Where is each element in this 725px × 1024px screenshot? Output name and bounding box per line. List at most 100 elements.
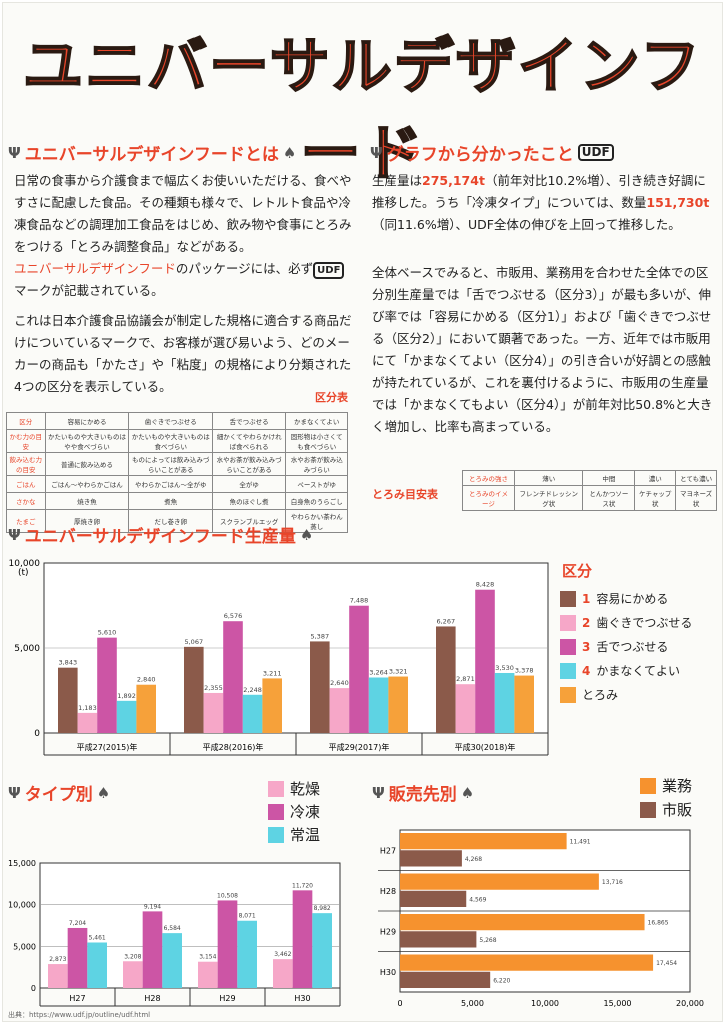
data-label: 3,211 [263,669,282,677]
chart-heading: ユニバーサルデザインフード生産量 [24,527,296,547]
data-label: 2,873 [49,956,66,963]
section-udf-title: Ψ ユニバーサルデザインフードとは ♠ [8,140,296,166]
legend-label: 常温 [290,826,321,844]
bar [198,961,218,988]
type-chart-title: Ψ タイプ別 ♠ [8,780,111,806]
data-label: 2,871 [456,675,475,683]
kubun-table: 区分 容易にかめる 歯ぐきでつぶせる 舌でつぶせる かまなくてよい かむ力の目安 かたいもの… [6,412,348,533]
x-tick-label: 0 [397,999,402,1008]
kubun-note: 区分表 [315,391,348,404]
data-label: 8,982 [314,905,331,912]
table-cell: ごはん〜やわらかごはん [44,475,130,493]
table-cell: 固形物は小さくても食べづらい [285,429,348,453]
bar [349,605,369,733]
legend-swatch [560,638,576,655]
bar [48,964,68,988]
data-label: 13,716 [602,879,623,886]
legend-label: 乾燥 [290,780,321,798]
bar [310,641,330,733]
y-tick-label: H30 [380,968,396,977]
table-row: かむ力の目安 かたいものや大きいものはやや食べづらい かたいものや大きいものは食べづ… [6,429,348,453]
data-label: 2,840 [137,676,156,684]
data-label: 8,071 [239,913,256,920]
y-tick-label: 5,000 [13,942,36,951]
bar [329,688,350,733]
data-label: 5,610 [98,629,117,637]
table-cell: ペーストがゆ [285,475,348,493]
legend-label: 冷凍 [290,803,321,821]
legend-swatch [560,662,576,679]
legend-swatch [640,777,656,794]
y-tick-label: 0 [34,729,40,739]
legend-swatch [560,686,576,703]
data-label: 3,321 [389,668,408,676]
table-cell: 中間 [582,470,636,486]
legend-item: 1 容易にかめる [560,590,668,607]
table-row: 飲み込む力の目安 普通に飲み込める ものによっては飲み込みづらいことがある 水やお茶が… [6,452,348,476]
text-part: 生産量は [372,173,423,188]
section-heading: グラフから分かったこと [386,145,574,165]
bar [400,931,477,948]
bar [400,971,491,988]
data-label: 3,378 [515,667,534,675]
table-cell: ごはん [6,475,46,493]
x-tick-label: 20,000 [676,999,704,1008]
text-part: （同11.6%増）、UDF全体の伸びを上回って推移した。 [372,217,681,232]
x-tick-label: 平成28(2016)年 [203,742,264,752]
section-findings-title: Ψ グラフから分かったこと UDF [370,140,614,165]
table-row: さかな 焼き魚 煮魚 魚のほぐし煮 白身魚のうらごし [6,492,348,510]
data-label: 7,488 [350,597,369,605]
bar [87,942,107,988]
data-label: 9,194 [144,903,161,910]
bar [184,646,204,733]
x-tick-label: 平成27(2015)年 [77,742,138,752]
spoon-icon: ♠ [299,525,314,544]
bar [273,959,293,988]
table-cell: 濃い [634,470,677,486]
table-cell: 区分 [6,412,46,430]
table-cell: たまご [6,509,46,533]
data-label: 1,892 [117,692,136,700]
bar [514,675,534,733]
legend-number: 1 [582,591,591,606]
bar [223,621,243,733]
y-tick-label: H29 [380,927,396,936]
bar [400,890,467,907]
table-cell: とろみの強さ [462,470,515,486]
legend-label: とろみ [582,688,619,702]
data-label: 11,720 [292,882,313,889]
data-label: 11,491 [570,839,591,846]
legend-label: 舌でつぶせる [596,640,669,654]
legend-swatch [268,803,284,820]
y-tick-label: 15,000 [8,859,36,868]
bar [400,914,645,931]
bar [237,920,257,988]
section-heading: ユニバーサルデザインフードとは [24,145,279,165]
udf-standard-text: これは日本介護食品協議会が制定した規格に適合する商品だけについているマークで、お… [14,313,352,394]
bar [475,589,495,733]
x-tick-label: 5,000 [461,999,484,1008]
data-label: 2,640 [330,679,349,687]
legend-swatch [560,590,576,607]
legend-item: 市販 [640,799,692,820]
y-tick-label: 0 [31,984,36,993]
legend-item: 4 かまなくてよい [560,662,680,679]
bar [368,677,389,733]
data-label: 3,264 [369,669,388,677]
data-label: 1,183 [78,704,97,712]
y-tick-label: 5,000 [14,644,40,654]
spoon-icon: ♠ [96,783,111,802]
table-cell: 舌でつぶせる [211,412,287,430]
legend-label: 歯ぐきでつぶせる [596,616,693,630]
table-cell: とろみのイメージ [462,485,515,511]
chart-heading: 販売先別 [388,785,457,805]
bar [162,933,182,988]
legend-item: 業務 [640,775,692,796]
findings-text-1: 生産量は275,174t（前年対比10.2%増）、引き続き好調に推移した。うち「… [372,170,717,236]
legend-item: とろみ [560,686,618,703]
fork-icon: Ψ [8,525,21,544]
legend-number: 2 [582,615,591,630]
bar [292,890,313,988]
data-label: 10,508 [217,892,238,899]
